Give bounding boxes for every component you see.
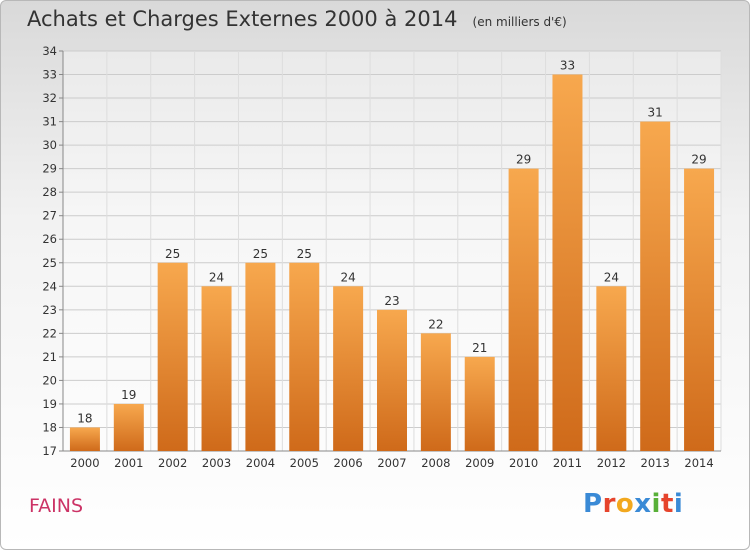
bar-value-label: 24: [340, 270, 355, 284]
y-tick-label: 26: [42, 232, 57, 246]
y-tick-label: 32: [42, 91, 57, 105]
bar-value-label: 18: [77, 411, 92, 425]
proxiti-logo: Proxiti: [583, 489, 683, 519]
x-tick-label: 2008: [421, 456, 450, 470]
title-row: Achats et Charges Externes 2000 à 2014 (…: [27, 7, 567, 31]
x-tick-label: 2004: [246, 456, 275, 470]
y-tick-label: 17: [42, 444, 57, 458]
bar: [333, 286, 364, 451]
x-tick-label: 2014: [684, 456, 713, 470]
y-tick-label: 22: [42, 326, 57, 340]
bar: [245, 262, 276, 451]
y-tick-label: 18: [42, 420, 57, 434]
bar-value-label: 33: [560, 59, 575, 73]
x-tick-label: 2000: [70, 456, 99, 470]
bar-value-label: 31: [648, 106, 663, 120]
bar: [201, 286, 232, 451]
y-tick-label: 25: [42, 256, 57, 270]
bar-value-label: 29: [516, 153, 531, 167]
y-tick-label: 27: [42, 209, 57, 223]
x-tick-label: 2009: [465, 456, 494, 470]
logo-letter: i: [651, 489, 661, 519]
bar-value-label: 29: [691, 153, 706, 167]
bar-value-label: 23: [384, 294, 399, 308]
bar: [640, 121, 671, 452]
y-tick-label: 20: [42, 373, 57, 387]
x-tick-label: 2010: [509, 456, 538, 470]
bar: [684, 168, 715, 451]
chart-subtitle: (en milliers d'€): [472, 15, 567, 29]
logo-letter: o: [615, 489, 635, 519]
bar-value-label: 19: [121, 388, 136, 402]
x-tick-label: 2005: [290, 456, 319, 470]
logo-letter: r: [602, 489, 616, 519]
logo-letter: i: [673, 489, 684, 519]
bar-value-label: 25: [253, 247, 268, 261]
bar: [113, 403, 144, 451]
bar: [157, 262, 188, 451]
bar: [69, 427, 100, 451]
x-tick-label: 2003: [202, 456, 231, 470]
logo-letter: t: [660, 489, 674, 519]
bar-value-label: 24: [604, 270, 619, 284]
bar: [464, 356, 495, 451]
bar: [420, 333, 451, 451]
bar: [596, 286, 627, 451]
bar-value-label: 21: [472, 341, 487, 355]
bar-value-label: 22: [428, 317, 443, 331]
bar: [377, 309, 407, 451]
y-tick-label: 34: [42, 44, 57, 58]
y-tick-label: 21: [42, 350, 57, 364]
y-tick-label: 33: [42, 68, 57, 82]
y-tick-label: 28: [42, 185, 57, 199]
bars: [69, 74, 715, 452]
logo-letter: P: [583, 489, 603, 519]
bar-value-label: 25: [297, 247, 312, 261]
x-tick-label: 2006: [333, 456, 362, 470]
bar: [552, 74, 583, 451]
y-tick-label: 29: [42, 162, 57, 176]
y-tick-label: 30: [42, 138, 57, 152]
bar-value-label: 24: [209, 270, 224, 284]
bar: [508, 168, 539, 451]
chart-title: Achats et Charges Externes 2000 à 2014: [27, 7, 458, 31]
y-tick-label: 23: [42, 303, 57, 317]
labels: 17 18 19 20 21 22 23 24 25 26 27 28 29 30 31 32 33 34 18 20…: [42, 44, 713, 470]
x-tick-label: 2011: [553, 456, 582, 470]
y-tick-label: 31: [42, 115, 57, 129]
bar: [289, 262, 320, 451]
x-tick-label: 2013: [641, 456, 670, 470]
x-tick-label: 2002: [158, 456, 187, 470]
x-tick-label: 2001: [114, 456, 143, 470]
logo-letter: x: [634, 489, 652, 519]
x-tick-label: 2007: [377, 456, 406, 470]
city-name: FAINS: [29, 495, 84, 517]
y-tick-label: 19: [42, 397, 57, 411]
bar-value-label: 25: [165, 247, 180, 261]
x-tick-label: 2012: [597, 456, 626, 470]
y-tick-label: 24: [42, 279, 57, 293]
